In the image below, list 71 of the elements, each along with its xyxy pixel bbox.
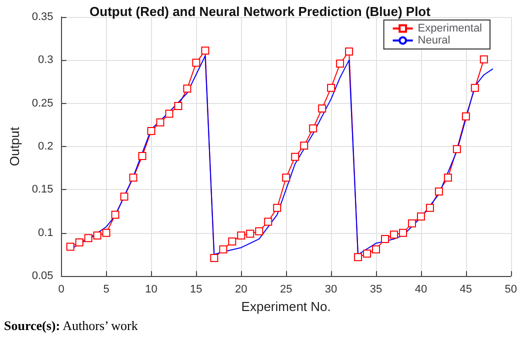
point bbox=[201, 46, 210, 55]
point bbox=[452, 145, 461, 154]
source-note: Source(s): Authors’ work bbox=[4, 318, 139, 334]
y-tick-label: 0.15 bbox=[32, 184, 54, 196]
x-tick-label: 15 bbox=[190, 284, 202, 296]
legend-label: Experimental bbox=[418, 22, 482, 34]
point bbox=[255, 227, 264, 236]
y-tick-label: 0.05 bbox=[32, 270, 54, 282]
point bbox=[93, 232, 102, 240]
point bbox=[434, 187, 443, 196]
y-tick-label: 0.2 bbox=[38, 140, 54, 153]
point bbox=[165, 110, 174, 118]
point bbox=[129, 174, 138, 182]
point bbox=[398, 228, 407, 237]
point bbox=[246, 230, 254, 238]
x-tick-label: 20 bbox=[235, 284, 248, 296]
point bbox=[66, 242, 74, 251]
point bbox=[470, 84, 479, 92]
point bbox=[147, 127, 156, 136]
x-tick-label: 40 bbox=[414, 284, 428, 296]
x-tick-label: 0 bbox=[58, 284, 64, 296]
point bbox=[210, 254, 218, 262]
point bbox=[120, 192, 128, 201]
x-tick-label: 35 bbox=[370, 284, 382, 296]
point bbox=[372, 245, 380, 254]
point bbox=[327, 84, 336, 92]
point bbox=[264, 218, 272, 226]
point bbox=[273, 204, 282, 212]
point bbox=[363, 250, 372, 258]
y-axis-title: Output bbox=[7, 126, 22, 166]
x-tick-label: 5 bbox=[103, 284, 110, 296]
x-tick-label: 10 bbox=[145, 284, 158, 296]
point bbox=[102, 228, 110, 237]
point bbox=[390, 230, 398, 239]
x-tick-label: 30 bbox=[324, 284, 338, 296]
point bbox=[462, 112, 470, 120]
chart-title: Output (Red) and Neural Network Prediction (Blue) Plot bbox=[90, 4, 432, 19]
x-tick-label: 25 bbox=[280, 284, 292, 296]
y-tick-label: 0.35 bbox=[32, 11, 54, 23]
point bbox=[174, 102, 182, 110]
point bbox=[75, 238, 84, 246]
x-tick-label: 45 bbox=[460, 284, 472, 296]
point bbox=[444, 174, 452, 182]
point bbox=[138, 152, 146, 160]
point bbox=[426, 204, 434, 212]
point bbox=[345, 48, 354, 56]
x-tick-label: 50 bbox=[504, 284, 518, 296]
point bbox=[336, 60, 344, 68]
point bbox=[183, 84, 192, 93]
point bbox=[318, 104, 326, 113]
point bbox=[291, 152, 300, 161]
point bbox=[282, 174, 290, 182]
point bbox=[480, 55, 488, 64]
x-axis-title: Experiment No. bbox=[241, 299, 331, 314]
point bbox=[156, 118, 164, 126]
point bbox=[354, 253, 362, 262]
point bbox=[381, 234, 389, 243]
point bbox=[237, 232, 246, 240]
y-tick-label: 0.3 bbox=[38, 54, 54, 66]
point bbox=[228, 238, 236, 246]
point bbox=[192, 58, 200, 67]
point bbox=[84, 234, 92, 242]
point bbox=[416, 212, 425, 221]
point bbox=[309, 124, 318, 132]
point bbox=[300, 142, 308, 150]
point bbox=[219, 245, 228, 254]
point bbox=[111, 210, 120, 219]
legend-label: Neural bbox=[418, 34, 450, 46]
y-tick-label: 0.1 bbox=[38, 226, 54, 239]
y-tick-label: 0.25 bbox=[32, 97, 54, 110]
point bbox=[408, 219, 416, 228]
